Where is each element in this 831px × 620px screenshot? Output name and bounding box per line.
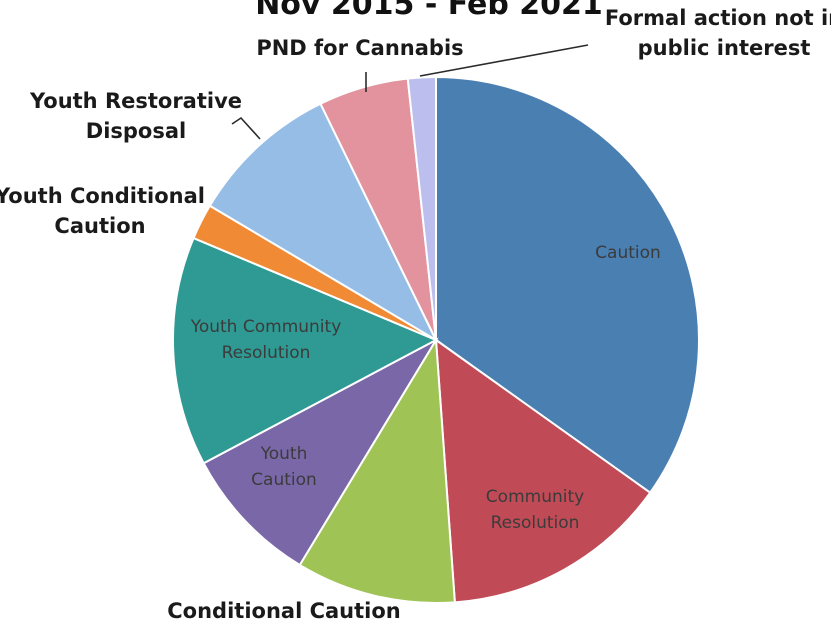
slice-label-youth-restorative-disposal: Youth Restorative Disposal	[29, 89, 242, 143]
slice-label-pnd-for-cannabis: PND for Cannabis	[256, 36, 463, 60]
leader-line-formal-action-not-in-public-interest	[419, 44, 589, 77]
slice-labels: Caution Community Resolution Conditional Ca…	[0, 6, 831, 620]
slice-label-caution: Caution	[595, 243, 661, 263]
leader-line-youth-restorative-disposal	[231, 116, 261, 140]
pie-slice-community-resolution	[434, 337, 652, 604]
slice-label-community-resolution: Community Resolution	[486, 487, 584, 533]
pie-slice-youth-restorative-disposal	[208, 102, 439, 343]
slice-label-youth-community-resolution: Youth Community Resolution	[190, 317, 342, 363]
leader-lines	[231, 44, 589, 140]
slice-label-conditional-caution: Conditional Caution	[167, 599, 400, 620]
chart-title: Nov 2015 - Feb 2021	[255, 0, 603, 22]
slice-label-youth-caution: Youth Caution	[251, 444, 317, 490]
slice-label-formal-action-not-in-public-interest: Formal action not in public interest	[605, 6, 831, 60]
pie-slice-formal-action-not-in-public-interest	[406, 75, 437, 341]
pie-slice-caution	[435, 75, 700, 495]
pie-slices	[172, 75, 700, 604]
pie-slice-youth-community-resolution	[172, 236, 439, 465]
slice-label-youth-conditional-caution: Youth Conditional Caution	[0, 184, 205, 238]
pie-slice-conditional-caution	[298, 336, 456, 604]
pie-slice-youth-caution	[202, 337, 439, 567]
